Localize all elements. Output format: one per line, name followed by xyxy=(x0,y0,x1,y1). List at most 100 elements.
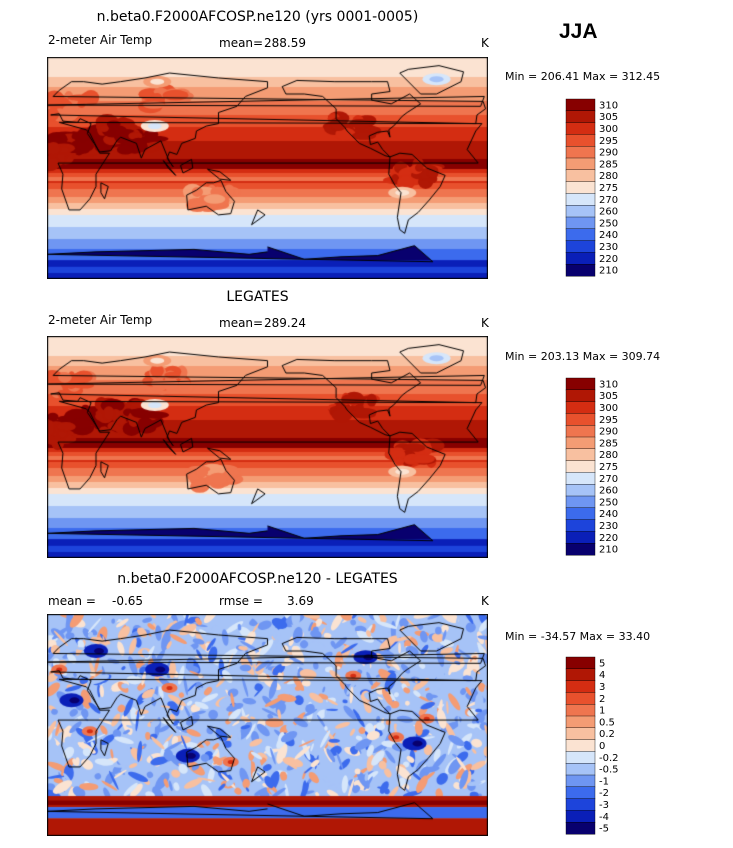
colorbar-tick-label: 295 xyxy=(599,415,618,426)
colorbar-swatch xyxy=(565,531,596,544)
colorbar-swatch xyxy=(565,146,596,159)
colorbar-swatch xyxy=(565,821,596,835)
colorbar-swatch xyxy=(565,425,596,438)
colorbar-tick-label: 300 xyxy=(599,403,618,414)
colorbar-tick-label: 5 xyxy=(599,658,605,669)
colorbar-tick-label: 300 xyxy=(599,124,618,135)
mean-label: mean= xyxy=(219,316,264,330)
season-label: JJA xyxy=(559,20,598,43)
colorbar-tick-label: 4 xyxy=(599,670,605,681)
colorbar-tick-label: 285 xyxy=(599,159,618,170)
mean-value: 288.59 xyxy=(264,36,306,50)
colorbar-swatch xyxy=(565,656,596,670)
colorbar-swatch xyxy=(565,98,596,112)
colorbar-tick-label: 210 xyxy=(599,545,618,556)
colorbar-swatch xyxy=(565,436,596,450)
colorbar-swatch xyxy=(565,668,596,682)
rmse-value: 3.69 xyxy=(287,594,314,608)
colorbar-swatch xyxy=(565,460,596,473)
colorbar-tick-label: 1 xyxy=(599,706,605,717)
colorbar-swatch xyxy=(565,401,596,414)
colorbar-tick-label: 3 xyxy=(599,682,605,693)
colorbar-tick-label: 290 xyxy=(599,148,618,159)
colorbar-swatch xyxy=(565,448,596,462)
min-max-label: Min = 206.41 Max = 312.45 xyxy=(505,70,661,83)
colorbar-swatch xyxy=(565,389,596,403)
colorbar-tick-label: 240 xyxy=(599,509,618,520)
colorbar-tick-label: 310 xyxy=(599,100,618,111)
temperature-map xyxy=(47,336,488,558)
colorbar-swatch xyxy=(565,204,596,218)
colorbar-tick-label: 290 xyxy=(599,427,618,438)
colorbar-tick-label: 240 xyxy=(599,230,618,241)
colorbar-swatch xyxy=(565,507,596,521)
temperature-map xyxy=(47,57,488,279)
colorbar-swatch xyxy=(565,542,596,556)
mean-label: mean = xyxy=(48,594,96,608)
colorbar-tick-label: 295 xyxy=(599,136,618,147)
colorbar-tick-label: 250 xyxy=(599,497,618,508)
colorbar-swatch xyxy=(565,169,596,183)
colorbar-tick-label: 0.2 xyxy=(599,729,615,740)
colorbar-swatch xyxy=(565,762,596,776)
colorbar-swatch xyxy=(565,122,596,135)
colorbar-tick-label: 285 xyxy=(599,438,618,449)
colorbar-swatch xyxy=(565,216,596,230)
mean-value: 289.24 xyxy=(264,316,306,330)
colorbar-tick-label: 270 xyxy=(599,474,618,485)
colorbar-swatch xyxy=(565,110,596,124)
unit-label: K xyxy=(481,594,489,608)
colorbar-swatch xyxy=(565,134,596,147)
colorbar-tick-label: 310 xyxy=(599,379,618,390)
min-max-label: Min = 203.13 Max = 309.74 xyxy=(505,350,661,363)
colorbar-swatch xyxy=(565,751,596,764)
min-max-label: Min = -34.57 Max = 33.40 xyxy=(505,630,651,643)
mean-value: -0.65 xyxy=(112,594,144,608)
colorbar-tick-label: -0.2 xyxy=(599,753,619,764)
colorbar-swatch xyxy=(565,240,596,253)
colorbar-tick-label: -2 xyxy=(599,788,609,799)
colorbar-tick-label: -1 xyxy=(599,776,609,787)
colorbar-tick-label: 220 xyxy=(599,533,618,544)
unit-label: K xyxy=(481,36,489,50)
colorbar-tick-label: 230 xyxy=(599,242,618,253)
colorbar-tick-label: 260 xyxy=(599,207,618,218)
unit-label: K xyxy=(481,316,489,330)
colorbar-tick-label: 270 xyxy=(599,195,618,206)
colorbar-swatch xyxy=(565,715,596,729)
colorbar-swatch xyxy=(565,181,596,194)
colorbar-swatch xyxy=(565,519,596,532)
colorbar-swatch xyxy=(565,727,596,741)
colorbar-tick-label: 280 xyxy=(599,171,618,182)
mean-label: mean= xyxy=(219,36,264,50)
colorbar-tick-label: -0.5 xyxy=(599,765,619,776)
colorbar-tick-label: 0 xyxy=(599,741,605,752)
colorbar-tick-label: 250 xyxy=(599,218,618,229)
colorbar-tick-label: 0.5 xyxy=(599,717,615,728)
colorbar-swatch xyxy=(565,680,596,693)
colorbar-swatch xyxy=(565,228,596,242)
colorbar-tick-label: 210 xyxy=(599,266,618,277)
colorbar-tick-label: -5 xyxy=(599,824,609,835)
colorbar-swatch xyxy=(565,263,596,277)
colorbar-tick-label: -3 xyxy=(599,800,609,811)
rmse-label: rmse = xyxy=(219,594,263,608)
colorbar-tick-label: 230 xyxy=(599,521,618,532)
colorbar-swatch xyxy=(565,495,596,509)
colorbar-tick-label: 305 xyxy=(599,112,618,123)
colorbar-swatch xyxy=(565,774,596,788)
colorbar-swatch xyxy=(565,252,596,265)
colorbar-swatch xyxy=(565,704,596,717)
panel-title: LEGATES xyxy=(226,289,289,305)
colorbar-tick-label: 305 xyxy=(599,391,618,402)
panel-title: n.beta0.F2000AFCOSP.ne120 - LEGATES xyxy=(117,571,398,587)
difference-map xyxy=(47,614,488,836)
colorbar-tick-label: 260 xyxy=(599,486,618,497)
colorbar-tick-label: 275 xyxy=(599,183,618,194)
colorbar-tick-label: 280 xyxy=(599,450,618,461)
colorbar-swatch xyxy=(565,157,596,171)
colorbar-swatch xyxy=(565,739,596,752)
colorbar-tick-label: 2 xyxy=(599,694,605,705)
colorbar-swatch xyxy=(565,692,596,705)
colorbar-swatch xyxy=(565,483,596,497)
